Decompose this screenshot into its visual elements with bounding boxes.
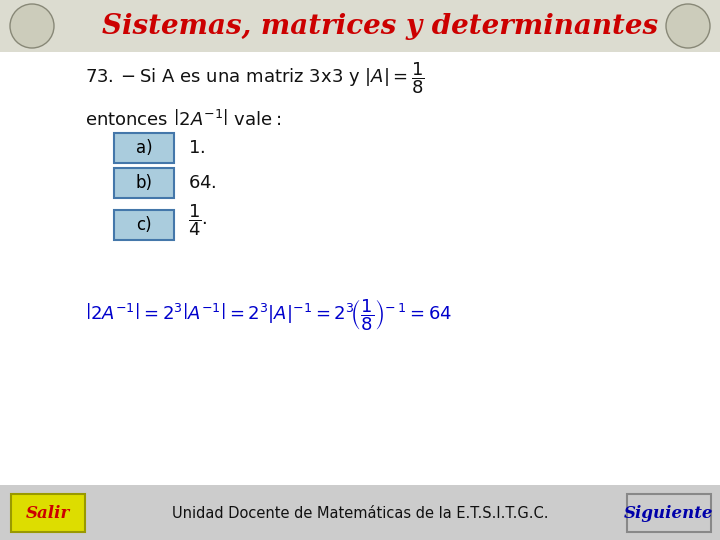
FancyBboxPatch shape bbox=[627, 494, 711, 532]
FancyBboxPatch shape bbox=[11, 494, 85, 532]
Bar bbox=[0, 52, 720, 485]
Text: $\dfrac{1}{4}.$: $\dfrac{1}{4}.$ bbox=[188, 202, 207, 238]
Text: Siguiente: Siguiente bbox=[624, 504, 714, 522]
Text: $73.- \mathrm{Si\ A\ es\ una\ matriz\ 3x3\ y}\ |A| = \dfrac{1}{8}$: $73.- \mathrm{Si\ A\ es\ una\ matriz\ 3x… bbox=[85, 60, 425, 96]
Bar bbox=[0, 0, 720, 52]
Text: $\left|2A^{-1}\right|=2^3\left|A^{-1}\right|=2^3|A|^{-1}=2^3\!\left(\dfrac{1}{8}: $\left|2A^{-1}\right|=2^3\left|A^{-1}\ri… bbox=[85, 297, 452, 333]
Circle shape bbox=[10, 4, 54, 48]
FancyBboxPatch shape bbox=[114, 133, 174, 163]
Text: $\mathrm{entonces}\ \left|2A^{-1}\right|\ \mathrm{vale:}$: $\mathrm{entonces}\ \left|2A^{-1}\right|… bbox=[85, 110, 282, 130]
Text: c): c) bbox=[136, 216, 152, 234]
FancyBboxPatch shape bbox=[114, 168, 174, 198]
Text: a): a) bbox=[135, 139, 153, 157]
Circle shape bbox=[666, 4, 710, 48]
Text: Unidad Docente de Matemáticas de la E.T.S.I.T.G.C.: Unidad Docente de Matemáticas de la E.T.… bbox=[172, 505, 548, 521]
Text: $1.$: $1.$ bbox=[188, 139, 205, 157]
Text: b): b) bbox=[135, 174, 153, 192]
FancyBboxPatch shape bbox=[114, 210, 174, 240]
Text: $64.$: $64.$ bbox=[188, 174, 217, 192]
Text: Salir: Salir bbox=[26, 504, 70, 522]
Text: Sistemas, matrices y determinantes: Sistemas, matrices y determinantes bbox=[102, 12, 658, 39]
Bar bbox=[0, 485, 720, 540]
